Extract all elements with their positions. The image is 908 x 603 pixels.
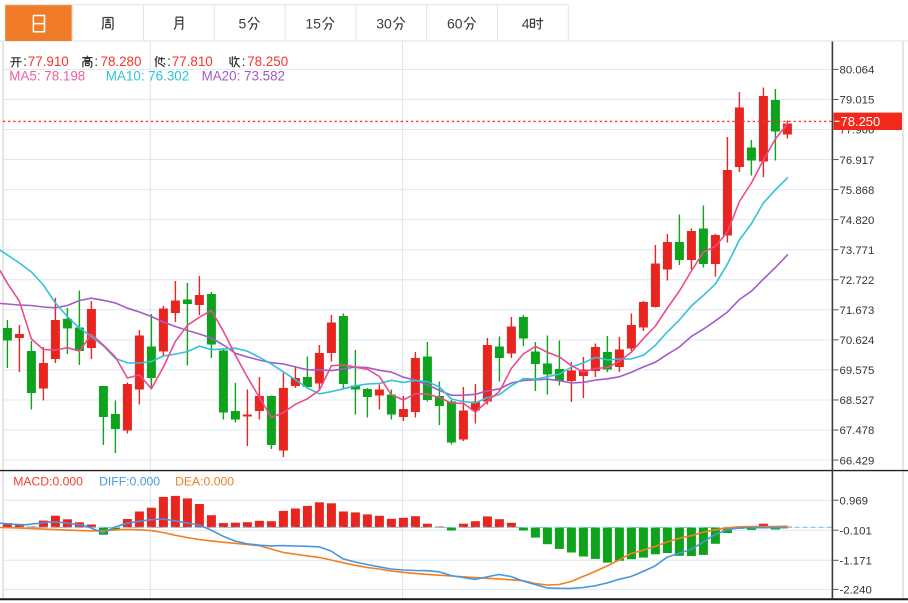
svg-text::: : <box>94 54 98 69</box>
svg-text:78.280: 78.280 <box>101 54 142 69</box>
svg-text:66.429: 66.429 <box>840 455 875 467</box>
svg-text:0.969: 0.969 <box>840 495 869 507</box>
svg-text:MA5: 78.198: MA5: 78.198 <box>9 68 85 83</box>
svg-text::: : <box>167 54 171 69</box>
svg-text::: : <box>23 54 27 69</box>
svg-text:79.015: 79.015 <box>840 95 875 107</box>
svg-text:70.624: 70.624 <box>840 335 875 347</box>
svg-text:5: 5 <box>239 15 247 31</box>
svg-text:80.064: 80.064 <box>840 65 875 77</box>
svg-text:77.910: 77.910 <box>28 54 69 69</box>
svg-text:67.478: 67.478 <box>840 425 875 437</box>
svg-text:74.820: 74.820 <box>840 215 875 227</box>
svg-text:MACD:0.000: MACD:0.000 <box>13 474 83 488</box>
svg-text:77.810: 77.810 <box>172 54 213 69</box>
svg-text:68.527: 68.527 <box>840 395 875 407</box>
svg-text:15: 15 <box>305 15 321 31</box>
svg-text:73.771: 73.771 <box>840 245 875 257</box>
svg-text:DEA:0.000: DEA:0.000 <box>175 474 234 488</box>
svg-text:78.250: 78.250 <box>841 114 881 129</box>
svg-text:DIFF:0.000: DIFF:0.000 <box>99 474 160 488</box>
svg-text:60: 60 <box>447 15 463 31</box>
svg-text:-1.171: -1.171 <box>840 556 872 568</box>
svg-text:-0.101: -0.101 <box>840 525 872 537</box>
svg-text::: : <box>242 54 246 69</box>
svg-text:4: 4 <box>522 15 530 31</box>
svg-text:78.250: 78.250 <box>247 54 288 69</box>
svg-text:MA10: 76.302: MA10: 76.302 <box>106 68 189 83</box>
svg-text:30: 30 <box>376 15 392 31</box>
svg-text:76.917: 76.917 <box>840 155 875 167</box>
svg-text:69.575: 69.575 <box>840 365 875 377</box>
svg-text:71.673: 71.673 <box>840 305 875 317</box>
svg-text:MA20: 73.582: MA20: 73.582 <box>202 68 285 83</box>
svg-text:75.868: 75.868 <box>840 185 875 197</box>
svg-text:72.722: 72.722 <box>840 275 875 287</box>
svg-text:-2.240: -2.240 <box>840 585 872 597</box>
